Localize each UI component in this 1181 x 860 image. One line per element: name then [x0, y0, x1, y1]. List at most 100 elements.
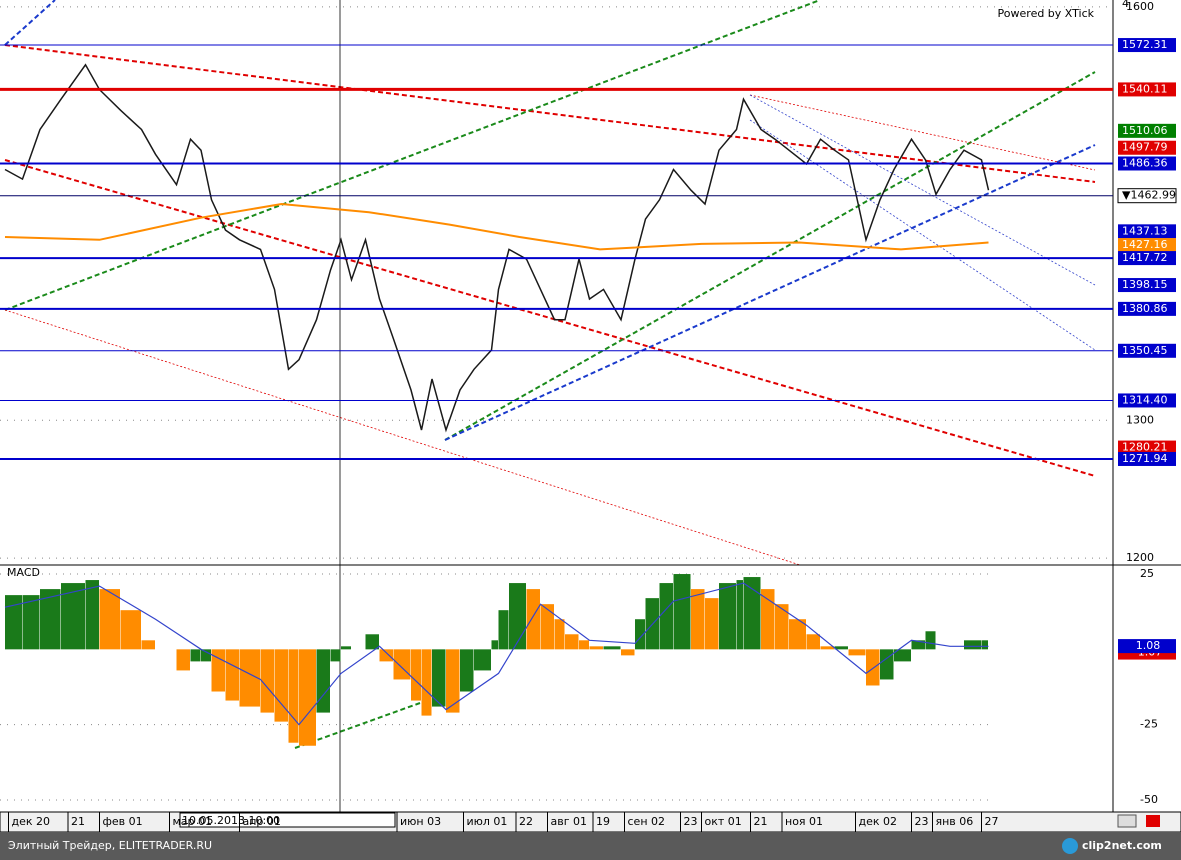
- macd-bar: [579, 640, 589, 650]
- macd-bar: [491, 640, 498, 650]
- level-tag: [1118, 140, 1176, 155]
- macd-bar: [176, 649, 190, 671]
- corner: 4: [1122, 0, 1129, 10]
- level-tag: [1118, 156, 1176, 171]
- macd-bar: [446, 649, 460, 713]
- macd-bar: [432, 649, 446, 707]
- macd-bar: [341, 646, 351, 650]
- macd-bar: [330, 649, 341, 662]
- level-tag: [1118, 301, 1176, 316]
- macd-bar: [775, 604, 789, 650]
- level-tag: [1118, 238, 1176, 253]
- level-tag: [1118, 82, 1176, 97]
- macd-bar: [474, 649, 491, 671]
- trend-line: [749, 119, 1096, 351]
- macd-bar: [316, 649, 330, 713]
- cursor-box: [179, 812, 396, 828]
- x-tick-label: фев 01: [103, 815, 143, 828]
- macd-bar: [894, 649, 911, 662]
- macd-bar: [866, 649, 880, 686]
- macd-bar: [120, 610, 141, 650]
- macd-bar: [141, 640, 155, 650]
- value-label: 1.08: [1136, 639, 1161, 652]
- macd-bar: [526, 589, 540, 650]
- level-label: 1510.06: [1122, 124, 1168, 137]
- price-line: [4, 63, 990, 433]
- y-tick-label: -50: [1140, 793, 1158, 806]
- level-label: 1280.21: [1122, 441, 1168, 454]
- powered-by: Powered by XTick: [998, 7, 1095, 20]
- close-button[interactable]: [1146, 815, 1160, 827]
- x-tick-label: 23: [915, 815, 929, 828]
- macd-bar: [834, 646, 848, 650]
- macd-bar: [365, 634, 379, 650]
- price-line: [4, 202, 989, 251]
- x-tick-label: апр 01: [243, 815, 281, 828]
- macd-bar: [621, 649, 635, 656]
- macd-bar: [981, 640, 988, 650]
- level-label: 1380.86: [1122, 302, 1168, 315]
- macd-bar: [565, 634, 579, 650]
- level-tag: [1118, 278, 1176, 293]
- macd-bar: [509, 583, 526, 650]
- panel-title: MACD: [7, 566, 40, 579]
- macd-bar: [589, 646, 603, 650]
- level-label: 1350.45: [1122, 344, 1168, 357]
- logo: clip2net.com: [1082, 839, 1162, 852]
- macd-bar: [22, 595, 40, 650]
- macd-bar: [911, 640, 925, 650]
- x-tick-label: 22: [519, 815, 533, 828]
- macd-bar: [691, 589, 705, 650]
- trend-line: [294, 702, 421, 749]
- signal-line: [4, 582, 989, 726]
- cursor-label: 10.05.2013 10:00: [182, 814, 280, 827]
- x-tick-label: 27: [985, 815, 999, 828]
- macd-bar: [498, 610, 509, 650]
- trend-line: [4, 159, 1096, 477]
- y-tick-label: 25: [1140, 567, 1154, 580]
- level-tag: [1118, 343, 1176, 358]
- scroll-button[interactable]: [1117, 814, 1137, 828]
- macd-bar: [659, 583, 673, 650]
- level-tag: [1118, 123, 1176, 138]
- macd-bar: [820, 646, 834, 650]
- level-tag: [1118, 393, 1176, 408]
- macd-bar: [190, 649, 201, 662]
- x-tick-label: авг 01: [551, 815, 588, 828]
- macd-bar: [85, 580, 99, 650]
- y-tick-label: 1300: [1126, 413, 1154, 426]
- macd-bar: [61, 583, 85, 650]
- macd-bar: [460, 649, 474, 692]
- macd-bar: [379, 649, 393, 662]
- x-tick-label: дек 02: [859, 815, 898, 828]
- level-label: 1437.13: [1122, 224, 1168, 237]
- macd-bar: [736, 580, 743, 650]
- macd-bar: [964, 640, 981, 650]
- logo-icon: [1062, 838, 1078, 854]
- trend-line: [749, 94, 1096, 171]
- level-tag: [1118, 251, 1176, 266]
- macd-bar: [288, 649, 299, 743]
- macd-bar: [201, 649, 211, 662]
- macd-bar: [673, 574, 691, 650]
- macd-bar: [635, 619, 645, 650]
- level-label: ▼1462.99: [1122, 189, 1176, 202]
- macd-bar: [299, 649, 316, 746]
- macd-bar: [239, 649, 260, 707]
- level-tag: [1118, 224, 1176, 239]
- level-tag: [1118, 440, 1176, 455]
- level-tag: [1117, 188, 1177, 204]
- trend-line: [4, 309, 801, 566]
- trend-line: [749, 94, 1096, 286]
- macd-bar: [540, 604, 554, 650]
- macd-bar: [554, 619, 565, 650]
- y-tick-label: 1200: [1126, 551, 1154, 564]
- x-tick-label: дек 20: [12, 815, 51, 828]
- macd-bar: [421, 649, 432, 716]
- level-label: 1486.36: [1122, 156, 1168, 169]
- x-tick-label: 23: [684, 815, 698, 828]
- trend-line: [4, 0, 56, 46]
